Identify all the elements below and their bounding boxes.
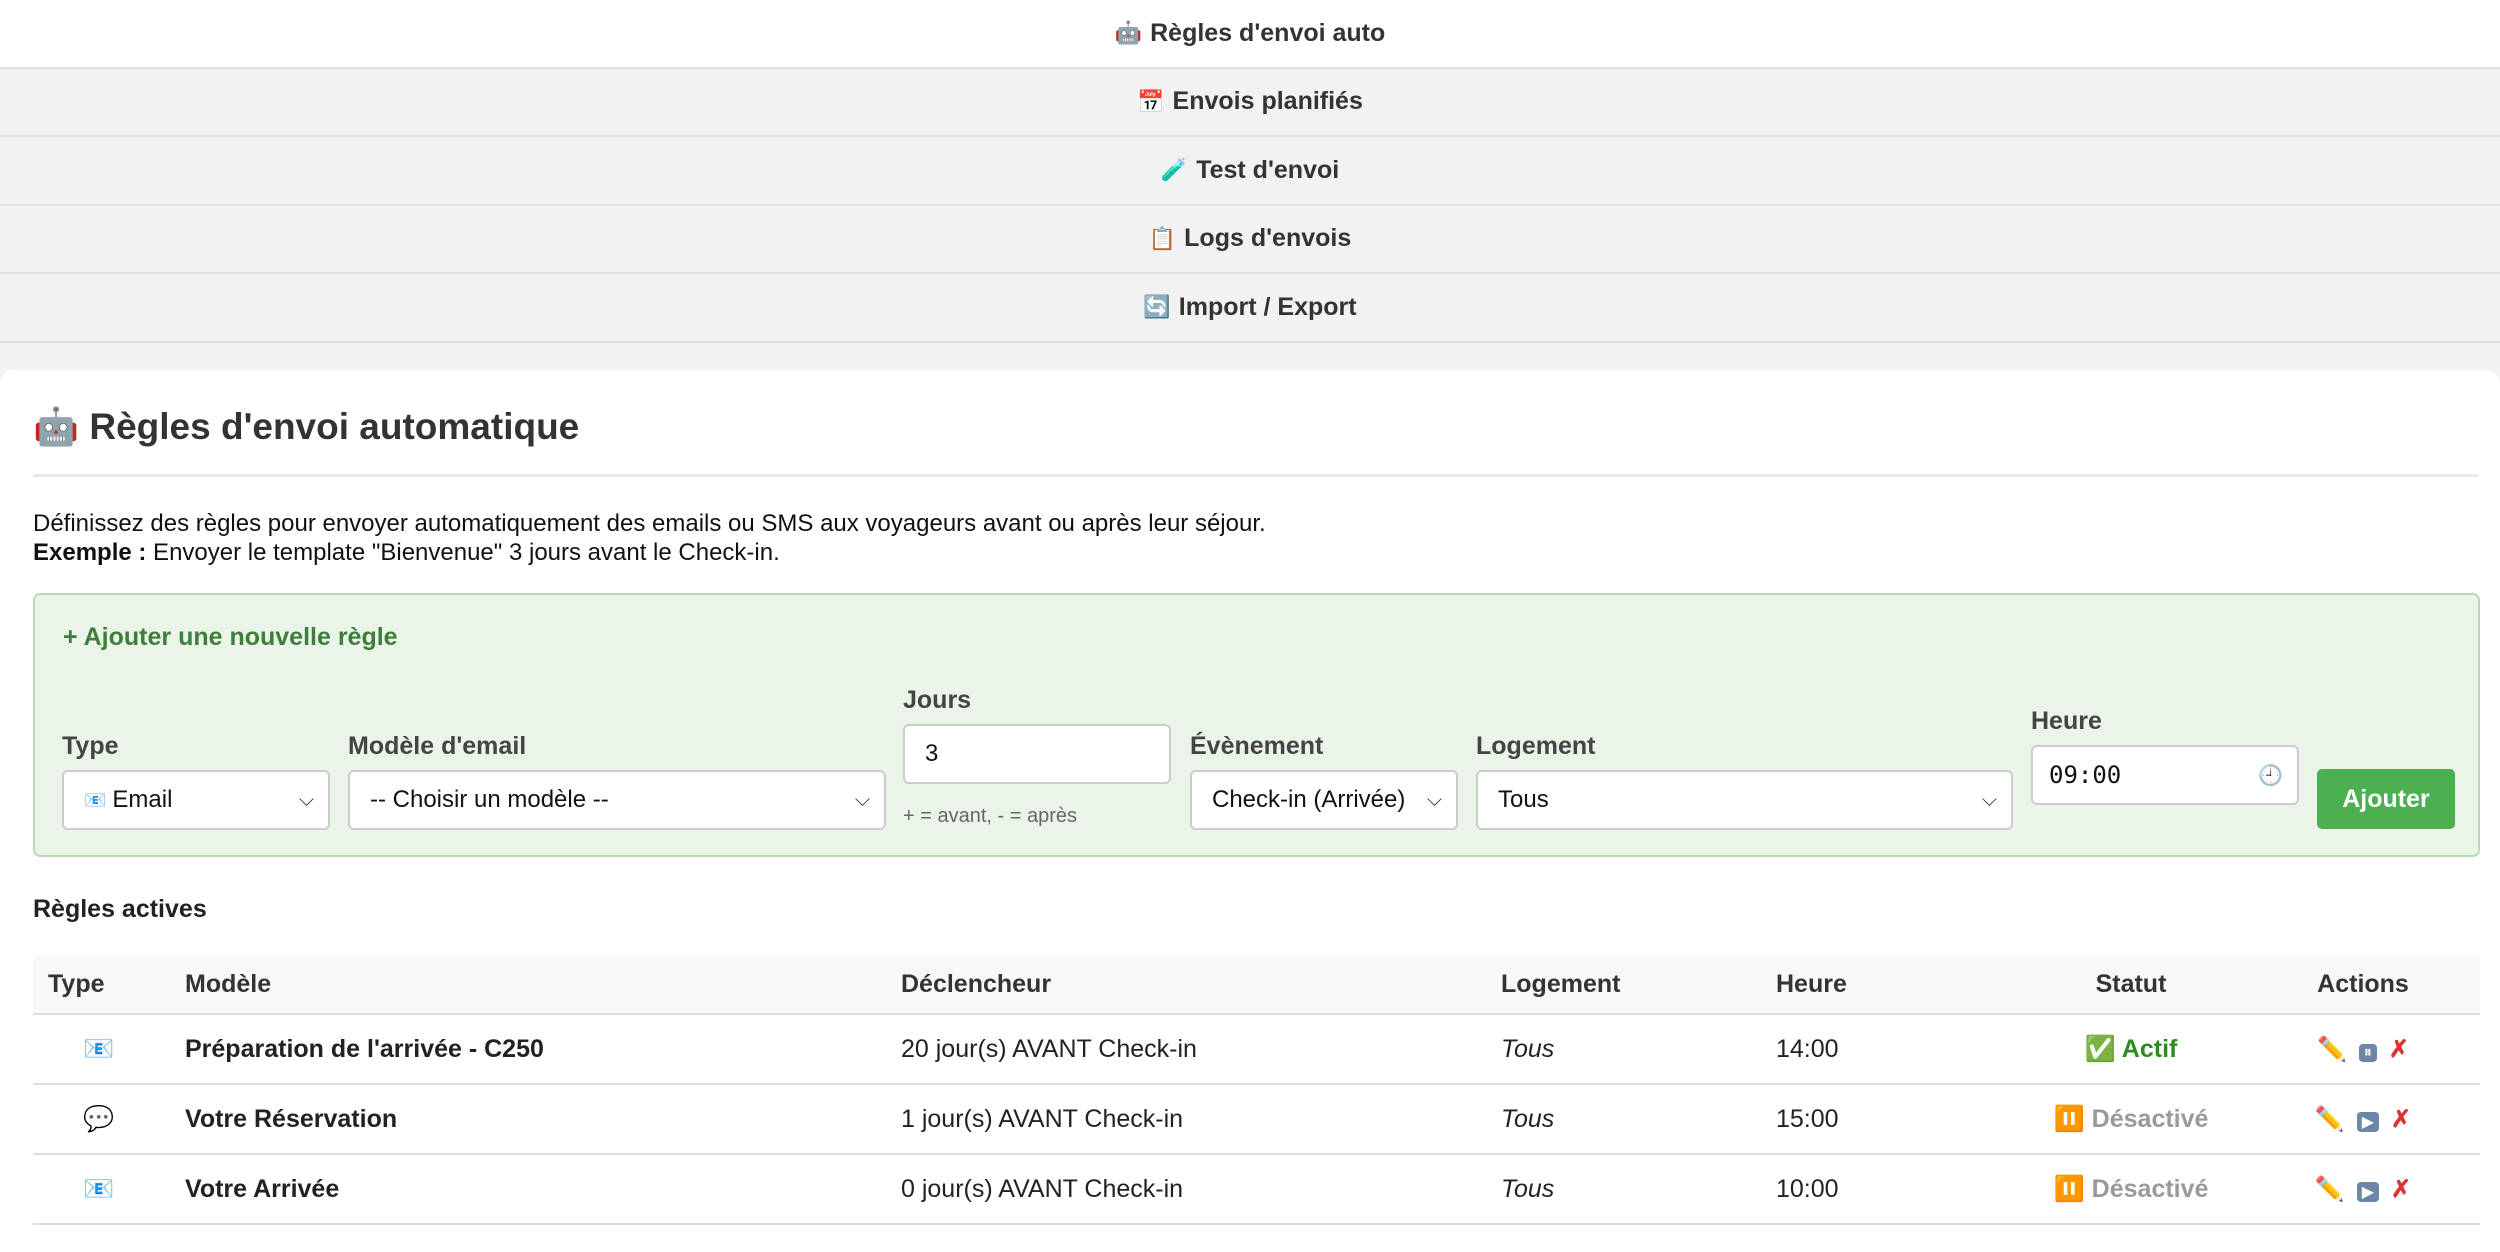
- lodging-select[interactable]: Tous ⌵: [1476, 770, 2013, 830]
- days-value: 3: [925, 740, 939, 767]
- robot-icon: 🤖: [33, 406, 80, 447]
- rule-time: 14:00: [1776, 1014, 2016, 1085]
- model-value: -- Choisir un modèle --: [370, 786, 609, 813]
- col-status: Statut: [2016, 955, 2246, 1015]
- add-rule-form: + Ajouter une nouvelle règle Type 📧 Email…: [33, 593, 2480, 857]
- tab-test[interactable]: 🧪 Test d'envoi: [0, 137, 2500, 206]
- time-label: Heure: [2031, 707, 2102, 735]
- rule-model: Votre Arrivée: [185, 1154, 901, 1225]
- days-label: Jours: [903, 686, 972, 714]
- col-actions: Actions: [2246, 955, 2480, 1015]
- time-input[interactable]: 09:00 🕘: [2031, 745, 2299, 805]
- event-select[interactable]: Check-in (Arrivée) ⌵: [1190, 770, 1458, 830]
- add-button[interactable]: Ajouter: [2317, 769, 2455, 829]
- status-text: Actif: [2121, 1034, 2178, 1063]
- rule-lodging: Tous: [1501, 1154, 1776, 1225]
- example-label: Exemple :: [33, 539, 147, 566]
- rule-trigger: 20 jour(s) AVANT Check-in: [901, 1014, 1501, 1085]
- col-lodging: Logement: [1501, 955, 1776, 1015]
- rule-trigger: 0 jour(s) AVANT Check-in: [901, 1154, 1501, 1225]
- play-button-icon[interactable]: ▶: [2356, 1111, 2380, 1132]
- content-card: 🤖 Règles d'envoi automatique Définissez …: [0, 370, 2500, 1252]
- col-type: Type: [33, 955, 185, 1015]
- page-title-text: Règles d'envoi automatique: [89, 406, 580, 447]
- refresh-icon: 🔄: [1143, 294, 1171, 320]
- tab-scheduled[interactable]: 📅 Envois planifiés: [0, 68, 2500, 137]
- tab-label: Import / Export: [1178, 292, 1357, 321]
- rule-time: 15:00: [1776, 1084, 2016, 1155]
- clock-icon[interactable]: 🕘: [2258, 763, 2283, 787]
- rule-lodging: Tous: [1501, 1014, 1776, 1085]
- edit-pencil-icon[interactable]: ✏️: [2316, 1035, 2347, 1063]
- active-rules-title: Règles actives: [33, 895, 207, 923]
- tab-label: Règles d'envoi auto: [1150, 18, 1386, 47]
- pause-button-icon[interactable]: ⏸: [2358, 1043, 2377, 1062]
- page-title: 🤖 Règles d'envoi automatique: [33, 406, 579, 449]
- email-icon: 📧: [83, 1174, 115, 1203]
- speech-bubble-icon: 💬: [83, 1104, 115, 1133]
- chevron-down-icon: ⌵: [1426, 788, 1442, 811]
- clipboard-icon: 📋: [1148, 225, 1177, 251]
- rule-model: Votre Réservation: [185, 1084, 901, 1155]
- pause-icon: ⏸️: [2053, 1104, 2085, 1133]
- test-tube-icon: 🧪: [1160, 157, 1189, 183]
- col-time: Heure: [1776, 955, 2016, 1015]
- email-icon: 📧: [83, 1034, 115, 1063]
- type-value: Email: [112, 786, 173, 813]
- tab-label: Envois planifiés: [1172, 87, 1363, 116]
- model-label: Modèle d'email: [348, 732, 527, 760]
- lodging-value: Tous: [1498, 786, 1549, 813]
- event-value: Check-in (Arrivée): [1212, 786, 1406, 813]
- divider: [33, 474, 2478, 477]
- lodging-label: Logement: [1476, 732, 1596, 760]
- tab-label: Logs d'envois: [1184, 224, 1352, 253]
- tab-auto-rules[interactable]: 🤖 Règles d'envoi auto: [0, 0, 2500, 69]
- rule-lodging: Tous: [1501, 1084, 1776, 1155]
- status-badge: ⏸️ Désactivé: [2016, 1084, 2246, 1155]
- time-value: 09:00: [2049, 761, 2122, 789]
- email-icon: 📧: [84, 789, 107, 810]
- pause-icon: ⏸️: [2053, 1174, 2085, 1203]
- rule-model: Préparation de l'arrivée - C250: [185, 1014, 901, 1085]
- edit-pencil-icon[interactable]: ✏️: [2314, 1175, 2345, 1203]
- tab-import-export[interactable]: 🔄 Import / Export: [0, 274, 2500, 343]
- delete-icon[interactable]: ✗: [2391, 1105, 2412, 1133]
- event-label: Évènement: [1190, 732, 1324, 760]
- type-select[interactable]: 📧 Email ⌵: [62, 770, 330, 830]
- table-row: 💬 Votre Réservation 1 jour(s) AVANT Chec…: [33, 1084, 2480, 1155]
- tab-logs[interactable]: 📋 Logs d'envois: [0, 205, 2500, 274]
- status-text: Désactivé: [2091, 1174, 2209, 1203]
- status-badge: ✅ Actif: [2016, 1014, 2246, 1085]
- tab-label: Test d'envoi: [1196, 155, 1340, 184]
- description: Définissez des règles pour envoyer autom…: [33, 509, 1266, 567]
- days-input[interactable]: 3: [903, 724, 1171, 784]
- form-title[interactable]: + Ajouter une nouvelle règle: [63, 623, 398, 651]
- table-row: 📧 Préparation de l'arrivée - C250 20 jou…: [33, 1014, 2480, 1085]
- rule-time: 10:00: [1776, 1154, 2016, 1225]
- delete-icon[interactable]: ✗: [2391, 1175, 2412, 1203]
- calendar-icon: 📅: [1137, 88, 1165, 114]
- col-trigger: Déclencheur: [901, 955, 1501, 1015]
- status-badge: ⏸️ Désactivé: [2016, 1154, 2246, 1225]
- chevron-down-icon: ⌵: [1981, 788, 1997, 811]
- status-text: Désactivé: [2091, 1104, 2209, 1133]
- model-select[interactable]: -- Choisir un modèle -- ⌵: [348, 770, 886, 830]
- days-hint: + = avant, - = après: [903, 805, 1077, 827]
- chevron-down-icon: ⌵: [854, 788, 870, 811]
- delete-icon[interactable]: ✗: [2388, 1035, 2409, 1063]
- table-row: 📧 Votre Arrivée 0 jour(s) AVANT Check-in…: [33, 1154, 2480, 1225]
- robot-icon: 🤖: [1114, 20, 1143, 46]
- table-header: Type Modèle Déclencheur Logement Heure S…: [33, 955, 2480, 1015]
- play-button-icon[interactable]: ▶: [2356, 1181, 2380, 1202]
- rule-trigger: 1 jour(s) AVANT Check-in: [901, 1084, 1501, 1155]
- type-label: Type: [62, 732, 119, 760]
- col-model: Modèle: [185, 955, 901, 1015]
- example-text: Envoyer le template "Bienvenue" 3 jours …: [146, 539, 780, 566]
- check-icon: ✅: [2084, 1034, 2116, 1063]
- chevron-down-icon: ⌵: [298, 788, 314, 811]
- rules-table: Type Modèle Déclencheur Logement Heure S…: [33, 955, 2480, 1225]
- tab-bar: 🤖 Règles d'envoi auto 📅 Envois planifiés 🧪…: [0, 0, 2500, 343]
- description-text: Définissez des règles pour envoyer autom…: [33, 510, 1266, 537]
- edit-pencil-icon[interactable]: ✏️: [2314, 1105, 2345, 1133]
